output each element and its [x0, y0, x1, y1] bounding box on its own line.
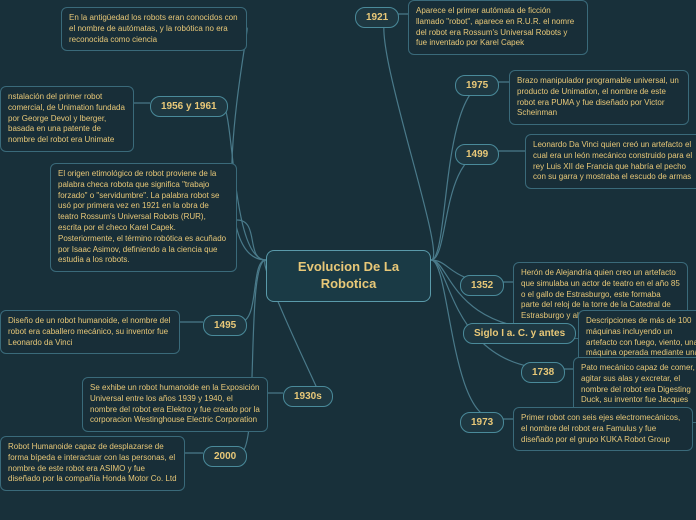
desc-node-1956-desc: nstalación del primer robot comercial, d…	[0, 86, 134, 152]
year-node-2000: 2000	[203, 446, 247, 467]
year-node-1352: 1352	[460, 275, 504, 296]
year-node-1930s: 1930s	[283, 386, 333, 407]
desc-node-1499-desc: Leonardo Da Vinci quien creó un artefact…	[525, 134, 696, 189]
desc-node-antiguedad-desc: En la antigüedad los robots eran conocid…	[61, 7, 247, 51]
desc-node-1930s-desc: Se exhibe un robot humanoide en la Expos…	[82, 377, 268, 432]
desc-node-1975-desc: Brazo manipulador programable universal,…	[509, 70, 689, 125]
desc-node-etimologia-desc: El origen etimológico de robot proviene …	[50, 163, 237, 272]
center-title: Evolucion De La Robotica	[266, 250, 431, 302]
year-node-1975: 1975	[455, 75, 499, 96]
desc-node-1495-desc: Diseño de un robot humanoide, el nombre …	[0, 310, 180, 354]
desc-node-1921-desc: Aparece el primer autómata de ficción ll…	[408, 0, 588, 55]
year-node-1956-1961: 1956 y 1961	[150, 96, 228, 117]
year-node-1973: 1973	[460, 412, 504, 433]
year-node-1921: 1921	[355, 7, 399, 28]
year-node-siglo1: Siglo I a. C. y antes	[463, 323, 576, 344]
desc-node-1973-desc: Primer robot con seis ejes electromecáni…	[513, 407, 693, 451]
year-node-1495: 1495	[203, 315, 247, 336]
year-node-1738: 1738	[521, 362, 565, 383]
year-node-1499: 1499	[455, 144, 499, 165]
desc-node-2000-desc: Robot Humanoide capaz de desplazarse de …	[0, 436, 185, 491]
